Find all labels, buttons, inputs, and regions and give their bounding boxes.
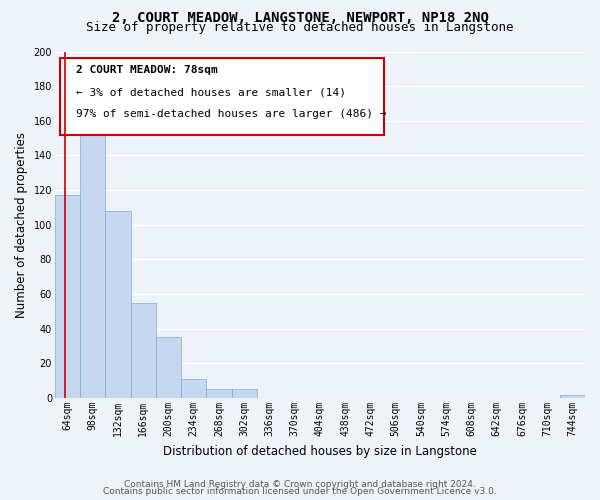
Bar xyxy=(232,390,257,398)
X-axis label: Distribution of detached houses by size in Langstone: Distribution of detached houses by size … xyxy=(163,444,477,458)
Text: 2, COURT MEADOW, LANGSTONE, NEWPORT, NP18 2NQ: 2, COURT MEADOW, LANGSTONE, NEWPORT, NP1… xyxy=(112,11,488,25)
Y-axis label: Number of detached properties: Number of detached properties xyxy=(15,132,28,318)
Bar xyxy=(131,303,156,398)
Text: Size of property relative to detached houses in Langstone: Size of property relative to detached ho… xyxy=(86,22,514,35)
Bar xyxy=(80,116,106,398)
Text: 97% of semi-detached houses are larger (486) →: 97% of semi-detached houses are larger (… xyxy=(76,109,386,119)
FancyBboxPatch shape xyxy=(60,58,383,134)
Bar xyxy=(181,379,206,398)
Text: 2 COURT MEADOW: 78sqm: 2 COURT MEADOW: 78sqm xyxy=(76,66,218,76)
Bar xyxy=(55,196,80,398)
Text: Contains public sector information licensed under the Open Government Licence v3: Contains public sector information licen… xyxy=(103,487,497,496)
Bar xyxy=(156,338,181,398)
Text: Contains HM Land Registry data © Crown copyright and database right 2024.: Contains HM Land Registry data © Crown c… xyxy=(124,480,476,489)
Bar xyxy=(206,390,232,398)
Bar xyxy=(106,211,131,398)
Bar xyxy=(560,394,585,398)
Text: ← 3% of detached houses are smaller (14): ← 3% of detached houses are smaller (14) xyxy=(76,87,346,97)
